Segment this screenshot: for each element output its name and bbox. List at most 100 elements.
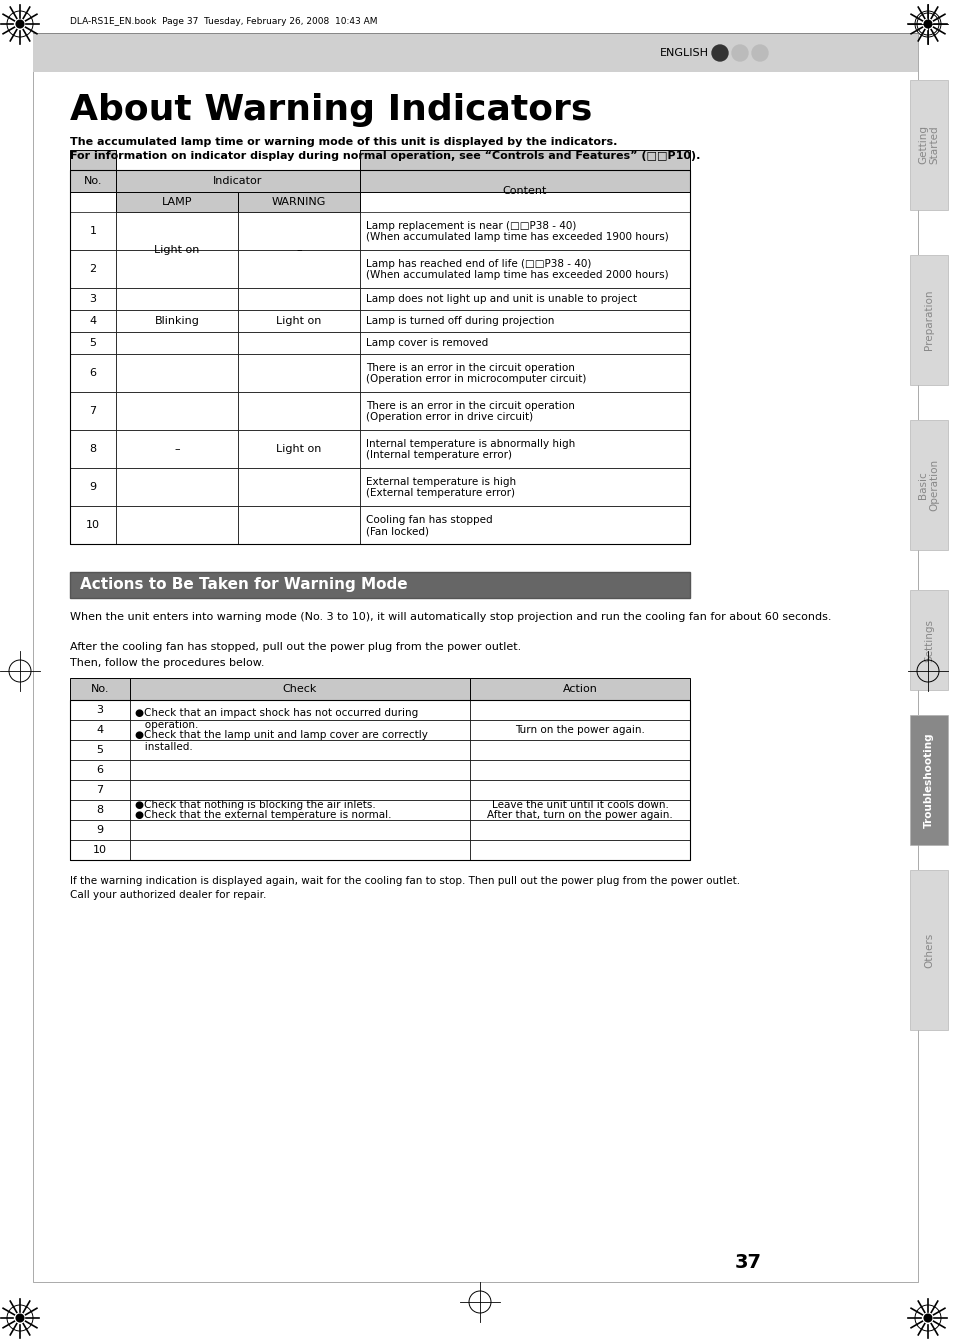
Bar [70, 760, 130, 780]
Bar [70, 468, 116, 507]
Bar [237, 212, 359, 251]
Bar [359, 288, 689, 310]
Bar [909, 80, 947, 210]
Text: –: – [295, 245, 301, 255]
Text: (Operation error in drive circuit): (Operation error in drive circuit) [366, 411, 533, 422]
Bar [359, 507, 689, 544]
Text: WARNING: WARNING [272, 197, 326, 206]
Text: 5: 5 [96, 745, 103, 754]
Bar [70, 332, 116, 354]
Text: ●Check that an impact shock has not occurred during: ●Check that an impact shock has not occu… [135, 709, 417, 718]
Text: Leave the unit until it cools down.: Leave the unit until it cools down. [491, 800, 668, 809]
Text: 5: 5 [90, 338, 96, 348]
Bar [70, 820, 130, 840]
Bar [70, 740, 130, 760]
Text: Turn on the power again.: Turn on the power again. [515, 725, 644, 736]
Text: Check: Check [282, 683, 316, 694]
Text: Lamp is turned off during projection: Lamp is turned off during projection [366, 316, 554, 326]
Text: Troubleshooting: Troubleshooting [923, 732, 933, 828]
Text: DLA-RS1E_EN.book  Page 37  Tuesday, February 26, 2008  10:43 AM: DLA-RS1E_EN.book Page 37 Tuesday, Februa… [70, 17, 377, 27]
Text: The accumulated lamp time or warning mode of this unit is displayed by the indic: The accumulated lamp time or warning mod… [70, 137, 617, 147]
Text: Blinking: Blinking [154, 316, 199, 326]
Circle shape [711, 46, 727, 62]
Text: Lamp cover is removed: Lamp cover is removed [366, 338, 488, 348]
Bar [359, 332, 689, 354]
Text: (When accumulated lamp time has exceeded 1900 hours): (When accumulated lamp time has exceeded… [366, 232, 668, 243]
Bar [130, 780, 470, 800]
Text: Then, follow the procedures below.: Then, follow the procedures below. [70, 658, 264, 669]
Circle shape [731, 46, 747, 62]
Bar [130, 740, 470, 760]
Bar [116, 468, 237, 507]
Bar [470, 760, 689, 780]
Text: operation.: operation. [135, 720, 198, 729]
Text: Others: Others [923, 933, 933, 967]
Text: There is an error in the circuit operation: There is an error in the circuit operati… [366, 363, 575, 373]
Text: 10: 10 [92, 846, 107, 855]
Bar [470, 780, 689, 800]
Text: 3: 3 [90, 293, 96, 304]
Text: 9: 9 [90, 482, 96, 492]
Bar [359, 430, 689, 468]
Bar [237, 393, 359, 430]
Bar [359, 468, 689, 507]
Bar [470, 820, 689, 840]
Bar [70, 251, 116, 288]
Bar [70, 720, 130, 740]
Text: Content: Content [502, 186, 547, 196]
Bar [237, 354, 359, 393]
Text: installed.: installed. [135, 741, 193, 752]
Bar [70, 800, 130, 820]
Bar [116, 430, 237, 468]
Text: 6: 6 [90, 369, 96, 378]
Bar [909, 255, 947, 385]
Bar [909, 590, 953, 690]
Circle shape [15, 1313, 25, 1323]
Text: 37: 37 [734, 1253, 761, 1272]
Circle shape [923, 20, 932, 28]
Text: Getting
Started: Getting Started [917, 126, 939, 165]
Text: 4: 4 [96, 725, 104, 736]
Text: About Warning Indicators: About Warning Indicators [70, 92, 592, 127]
Bar [909, 716, 953, 846]
Text: Light on: Light on [276, 444, 321, 454]
Bar [237, 430, 359, 468]
Bar [909, 80, 953, 210]
Bar [237, 310, 359, 332]
Text: After that, turn on the power again.: After that, turn on the power again. [487, 811, 672, 820]
Text: No.: No. [84, 176, 102, 186]
Text: Preparation: Preparation [923, 289, 933, 350]
Text: Indicator: Indicator [213, 176, 262, 186]
Bar [130, 678, 470, 699]
Bar [470, 740, 689, 760]
Bar [130, 720, 470, 740]
Bar [116, 354, 237, 393]
Bar [116, 507, 237, 544]
Text: Lamp replacement is near (□□P38 - 40): Lamp replacement is near (□□P38 - 40) [366, 221, 576, 230]
Text: (When accumulated lamp time has exceeded 2000 hours): (When accumulated lamp time has exceeded… [366, 269, 668, 280]
Bar [70, 393, 116, 430]
Bar [130, 699, 470, 720]
Bar [116, 393, 237, 430]
Text: 3: 3 [96, 705, 103, 716]
Text: 4: 4 [90, 316, 96, 326]
Bar [70, 840, 130, 860]
Bar [130, 800, 470, 820]
Circle shape [923, 1313, 932, 1323]
Text: There is an error in the circuit operation: There is an error in the circuit operati… [366, 401, 575, 411]
Text: Lamp has reached end of life (□□P38 - 40): Lamp has reached end of life (□□P38 - 40… [366, 259, 591, 269]
Bar [909, 870, 947, 1030]
Circle shape [15, 20, 25, 28]
Text: Light on: Light on [154, 245, 199, 255]
Bar [70, 150, 116, 192]
Bar [33, 34, 917, 72]
Bar [70, 430, 116, 468]
Text: Actions to Be Taken for Warning Mode: Actions to Be Taken for Warning Mode [80, 578, 407, 592]
Text: 8: 8 [96, 805, 104, 815]
Bar [116, 332, 237, 354]
Text: Action: Action [562, 683, 597, 694]
Bar [237, 288, 359, 310]
Bar [470, 678, 689, 699]
Bar [909, 419, 947, 549]
Bar [470, 720, 689, 740]
